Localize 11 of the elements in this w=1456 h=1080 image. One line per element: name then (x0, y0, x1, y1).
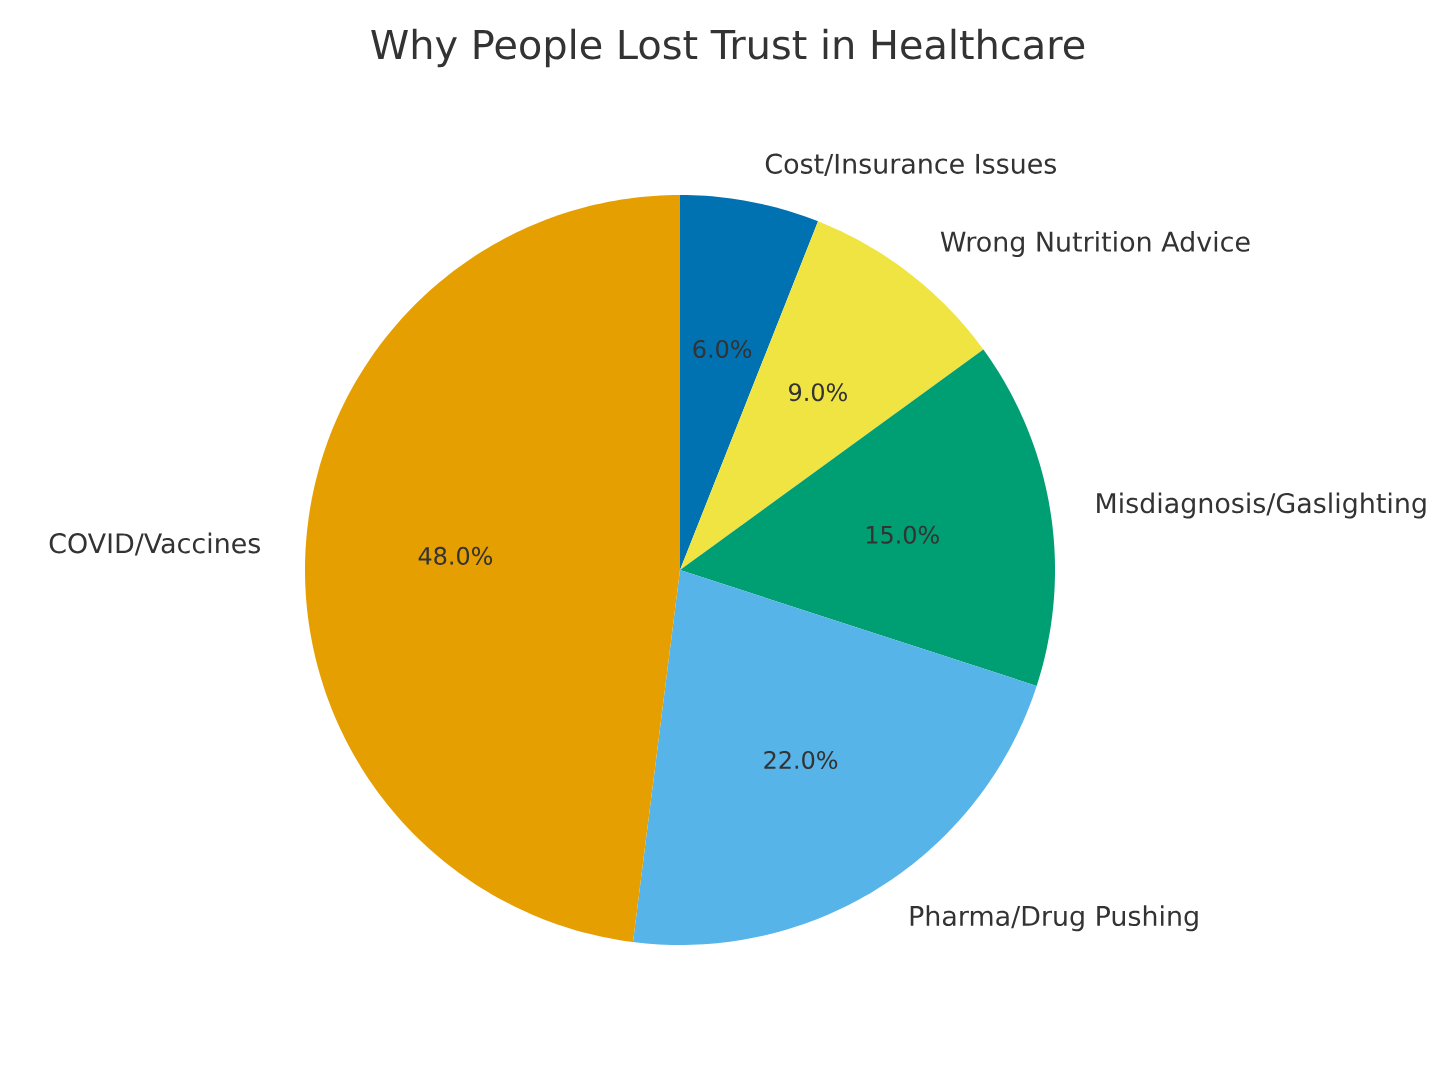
slice-label: Misdiagnosis/Gaslighting (1097, 492, 1426, 519)
data-label: 6.0% (693, 339, 752, 359)
data-label: 48.0% (418, 546, 493, 565)
chart-title: Why People Lost Trust in Healthcare (371, 28, 1085, 68)
slice-label: Wrong Nutrition Advice (940, 231, 1250, 258)
slice-label: Cost/Insurance Issues (765, 153, 1057, 177)
data-label: 22.0% (764, 750, 838, 770)
slice-label: Pharma/Drug Pushing (910, 905, 1198, 932)
slice-label: COVID/Vaccines (49, 532, 260, 556)
data-label: 15.0% (866, 525, 939, 544)
data-label: 9.0% (789, 383, 847, 402)
